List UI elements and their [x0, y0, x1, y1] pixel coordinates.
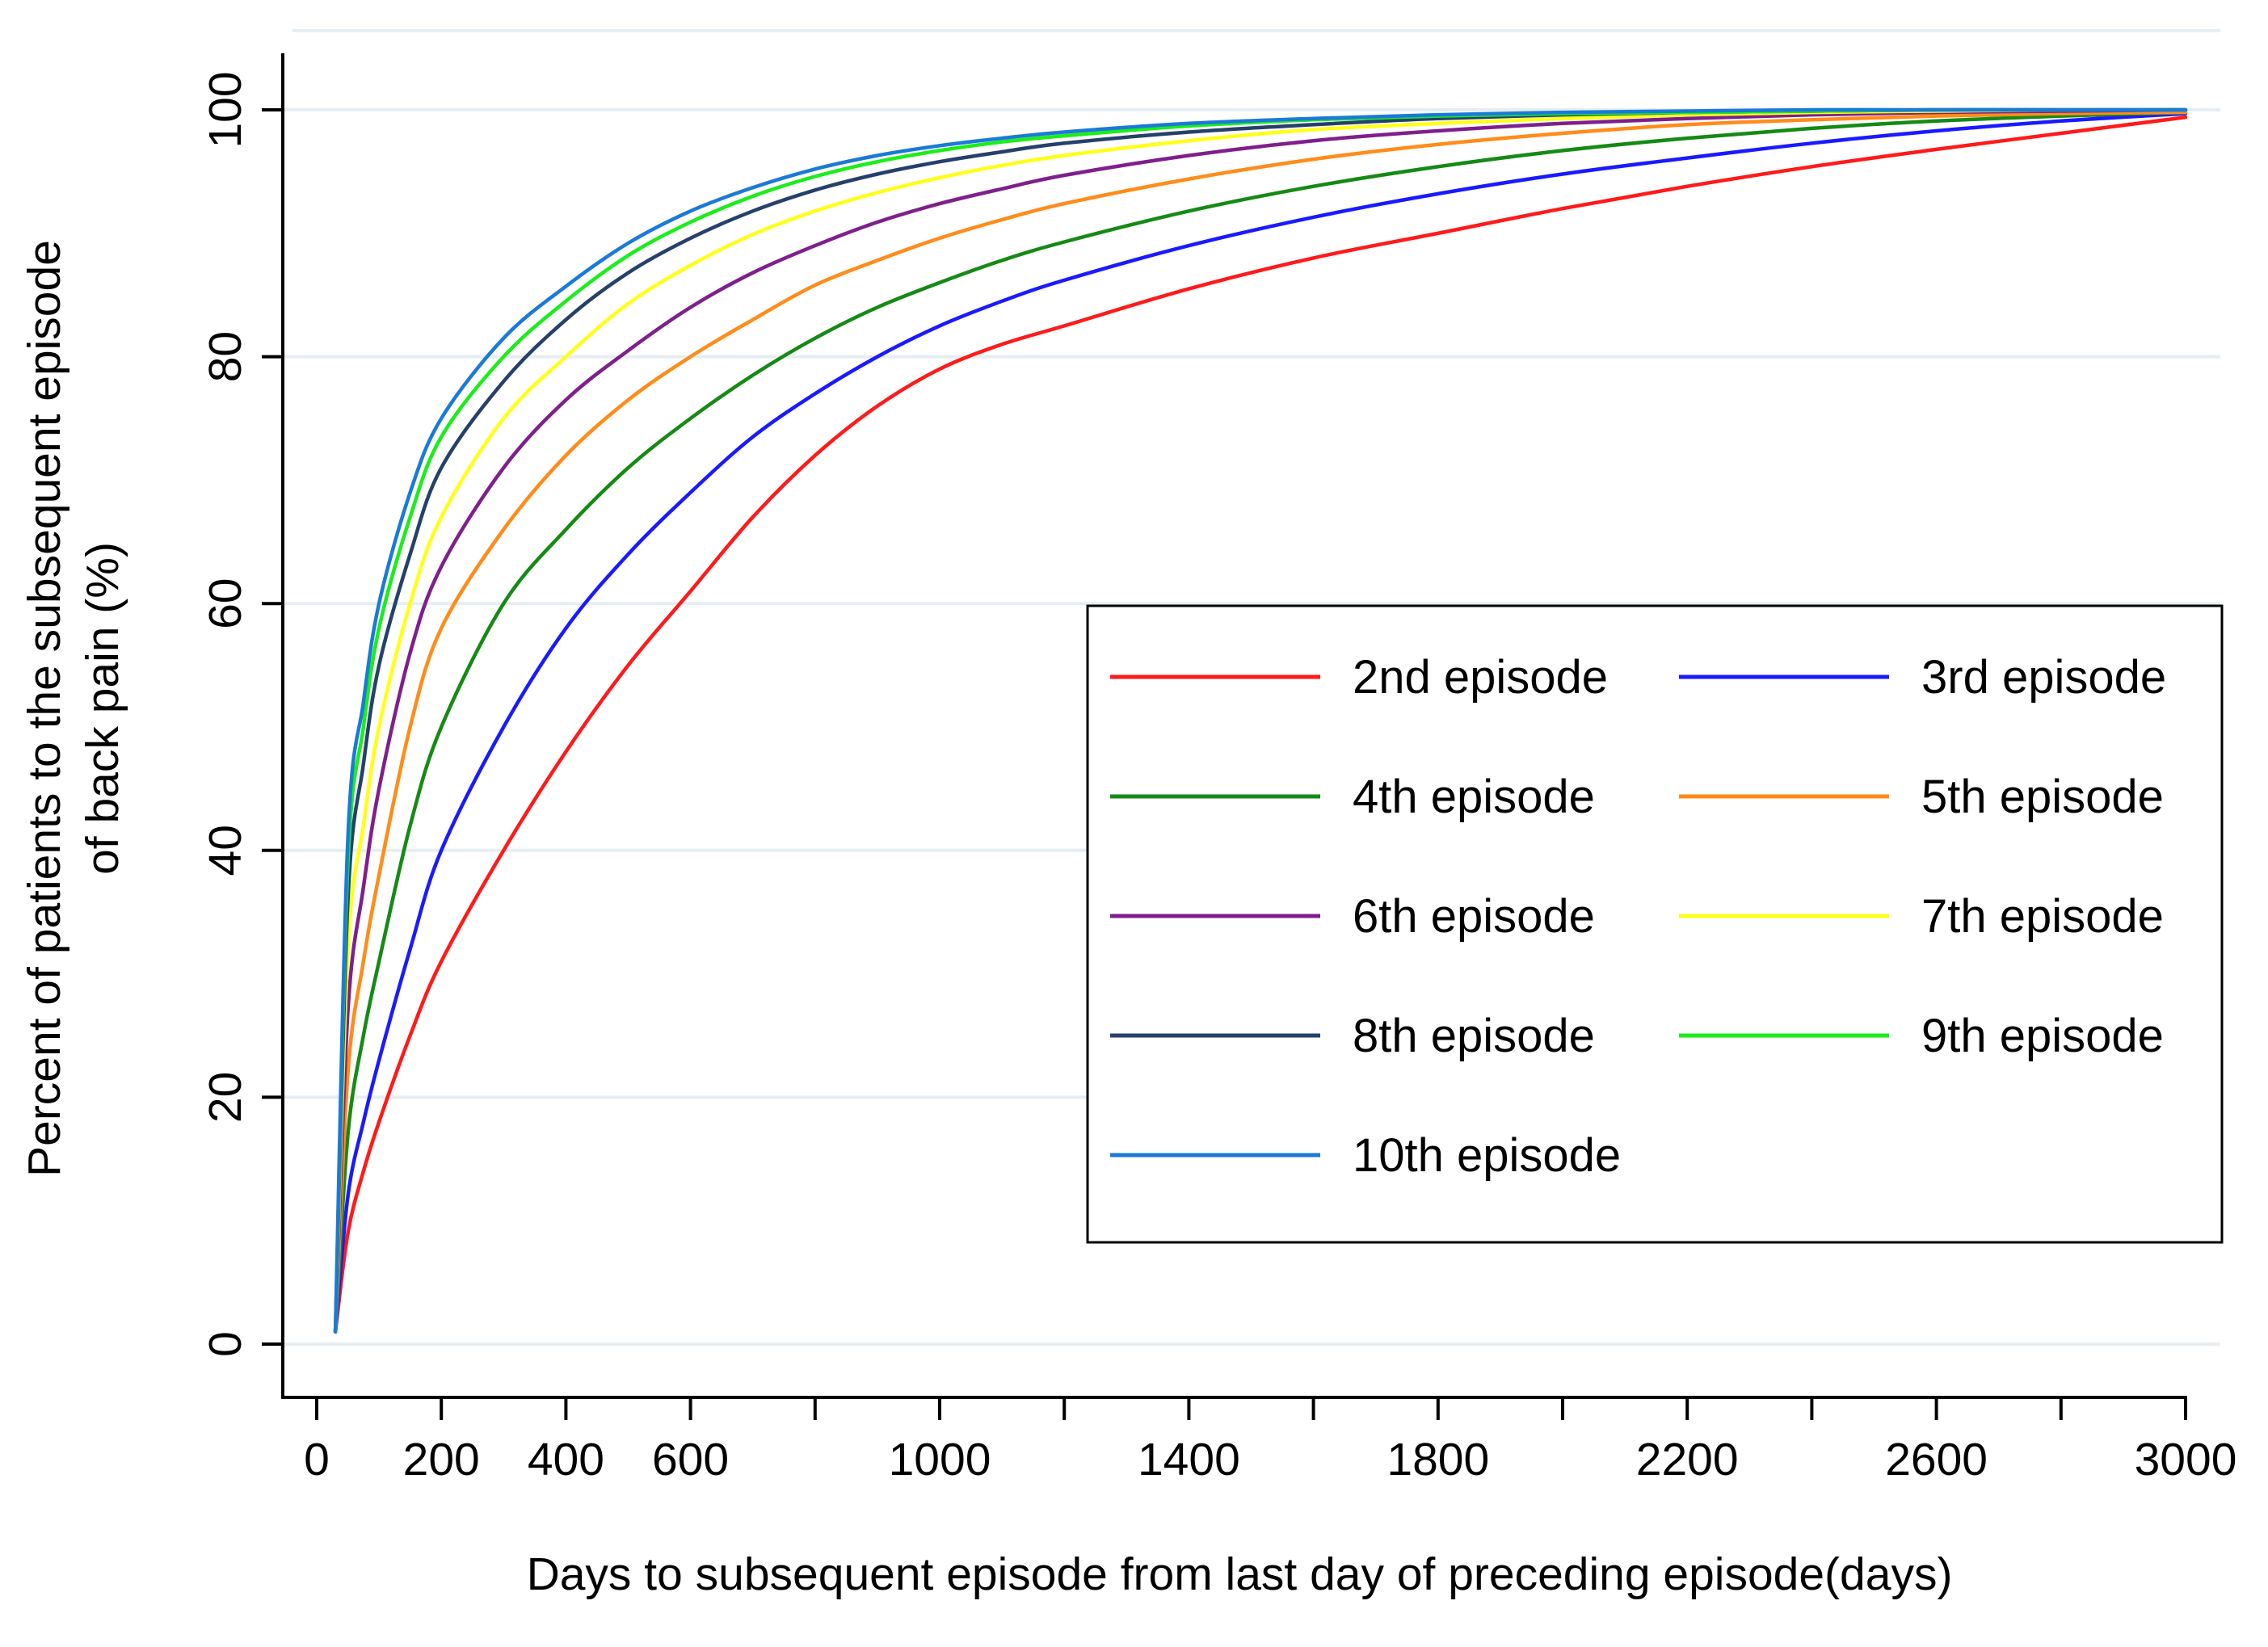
y-tick-label-40: 40 — [200, 825, 251, 876]
legend-label-10th-episode: 10th episode — [1353, 1129, 1621, 1182]
legend: 2nd episode 3rd episode 4th episode 5th epi… — [1086, 604, 2224, 1244]
y-tick-label-0: 0 — [200, 1331, 251, 1357]
legend-label-7th-episode: 7th episode — [1921, 890, 2164, 943]
y-axis-title-line-1: Percent of patients to the subsequent ep… — [19, 240, 70, 1177]
series-line-5th-episode — [333, 110, 2188, 1334]
legend-label-5th-episode: 5th episode — [1921, 771, 2164, 823]
x-axis-title: Days to subsequent episode from last day… — [527, 1548, 1953, 1600]
series-line-2nd-episode — [333, 115, 2188, 1334]
series-line-6th-episode — [333, 107, 2188, 1334]
x-tick-label-400: 400 — [528, 1434, 604, 1485]
x-tick-label-3000: 3000 — [2135, 1434, 2237, 1485]
y-tick-label-20: 20 — [200, 1072, 251, 1123]
series-line-7th-episode — [333, 107, 2188, 1334]
x-tick-label-0: 0 — [304, 1434, 330, 1485]
legend-label-6th-episode: 6th episode — [1353, 890, 1595, 943]
legend-label-9th-episode: 9th episode — [1921, 1010, 2164, 1062]
series-line-3rd-episode — [333, 111, 2188, 1334]
legend-label-3rd-episode: 3rd episode — [1921, 651, 2166, 704]
legend-box — [1086, 604, 2224, 1244]
series-lines — [333, 107, 2188, 1334]
y-tick-label-80: 80 — [200, 331, 251, 382]
x-tick-label-200: 200 — [403, 1434, 480, 1485]
x-tick-label-1800: 1800 — [1386, 1434, 1489, 1485]
legend-label-4th-episode: 4th episode — [1353, 771, 1595, 823]
x-tick-label-1400: 1400 — [1138, 1434, 1240, 1485]
x-tick-label-2600: 2600 — [1885, 1434, 1988, 1485]
legend-label-2nd-episode: 2nd episode — [1353, 651, 1608, 704]
legend-label-8th-episode: 8th episode — [1353, 1010, 1595, 1062]
x-tick-label-2200: 2200 — [1636, 1434, 1739, 1485]
y-tick-label-100: 100 — [200, 71, 251, 148]
y-axis-title-line-2: of back pain (%) — [77, 542, 128, 875]
x-tick-label-600: 600 — [652, 1434, 729, 1485]
series-line-4th-episode — [333, 110, 2188, 1334]
y-tick-label-60: 60 — [200, 578, 251, 628]
series-line-10th-episode — [333, 107, 2188, 1334]
x-tick-label-1000: 1000 — [889, 1434, 991, 1485]
